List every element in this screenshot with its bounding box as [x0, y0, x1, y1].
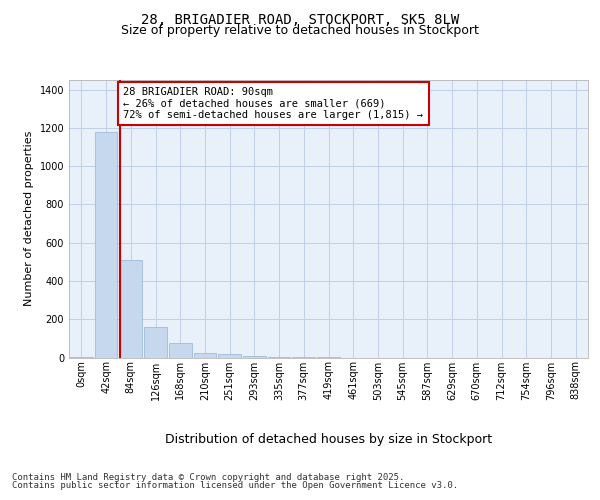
Text: 28, BRIGADIER ROAD, STOCKPORT, SK5 8LW: 28, BRIGADIER ROAD, STOCKPORT, SK5 8LW	[141, 12, 459, 26]
Bar	[95, 132, 118, 358]
Y-axis label: Number of detached properties: Number of detached properties	[24, 131, 34, 306]
Text: Contains HM Land Registry data © Crown copyright and database right 2025.: Contains HM Land Registry data © Crown c…	[12, 472, 404, 482]
Text: Size of property relative to detached houses in Stockport: Size of property relative to detached ho…	[121, 24, 479, 37]
Text: 28 BRIGADIER ROAD: 90sqm
← 26% of detached houses are smaller (669)
72% of semi-: 28 BRIGADIER ROAD: 90sqm ← 26% of detach…	[124, 87, 424, 120]
Bar	[218, 354, 241, 358]
Bar	[144, 327, 167, 358]
Bar	[119, 260, 142, 358]
Text: Distribution of detached houses by size in Stockport: Distribution of detached houses by size …	[165, 432, 493, 446]
Text: Contains public sector information licensed under the Open Government Licence v3: Contains public sector information licen…	[12, 481, 458, 490]
Bar	[194, 352, 216, 358]
Bar	[70, 356, 93, 358]
Bar	[268, 356, 290, 358]
Bar	[243, 356, 266, 358]
Bar	[169, 343, 191, 357]
